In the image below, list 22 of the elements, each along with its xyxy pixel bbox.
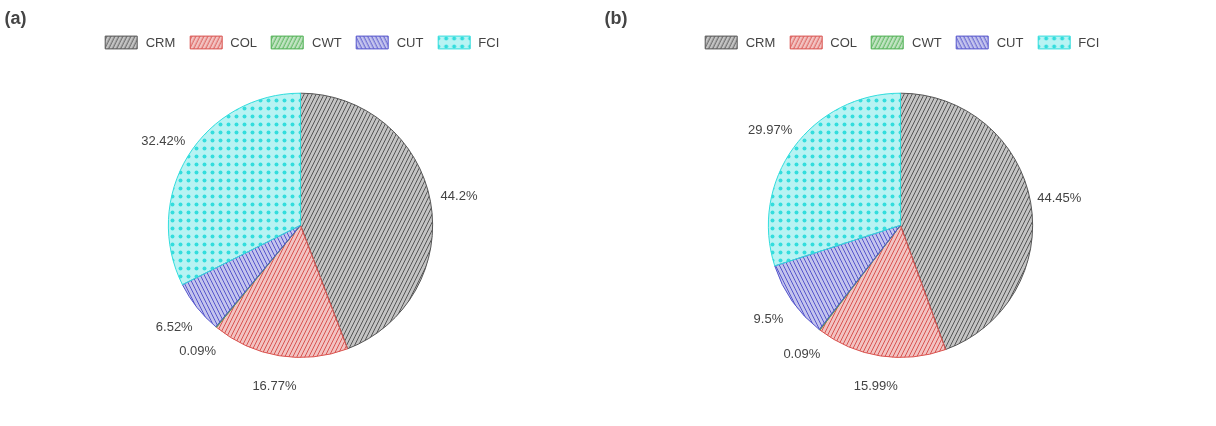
legend-label: CWT [312,34,342,50]
legend-label: CRM [145,34,176,50]
legend-label: FCI [1078,34,1100,50]
legend-label: CWT [912,34,942,50]
data-label: 15.99% [853,378,899,394]
data-label: 6.52% [155,318,194,334]
legend-label: FCI [478,34,500,50]
data-label: 16.77% [252,377,297,393]
legend-label: CRM [745,34,776,50]
data-label: 32.42% [141,132,186,148]
data-label: 9.5% [753,310,784,326]
legend-label: COL [830,34,858,50]
legend-label: CUT [996,34,1024,50]
data-label: 0.09% [783,346,821,362]
chart-title: (b) [604,7,628,28]
legend-label: CUT [396,34,424,50]
chart-title: (a) [4,7,27,28]
data-label: 44.2% [440,188,478,204]
data-label: 44.45% [1037,189,1082,205]
data-label: 29.97% [748,122,793,138]
legend-label: COL [230,34,258,50]
data-label: 0.09% [179,342,217,358]
